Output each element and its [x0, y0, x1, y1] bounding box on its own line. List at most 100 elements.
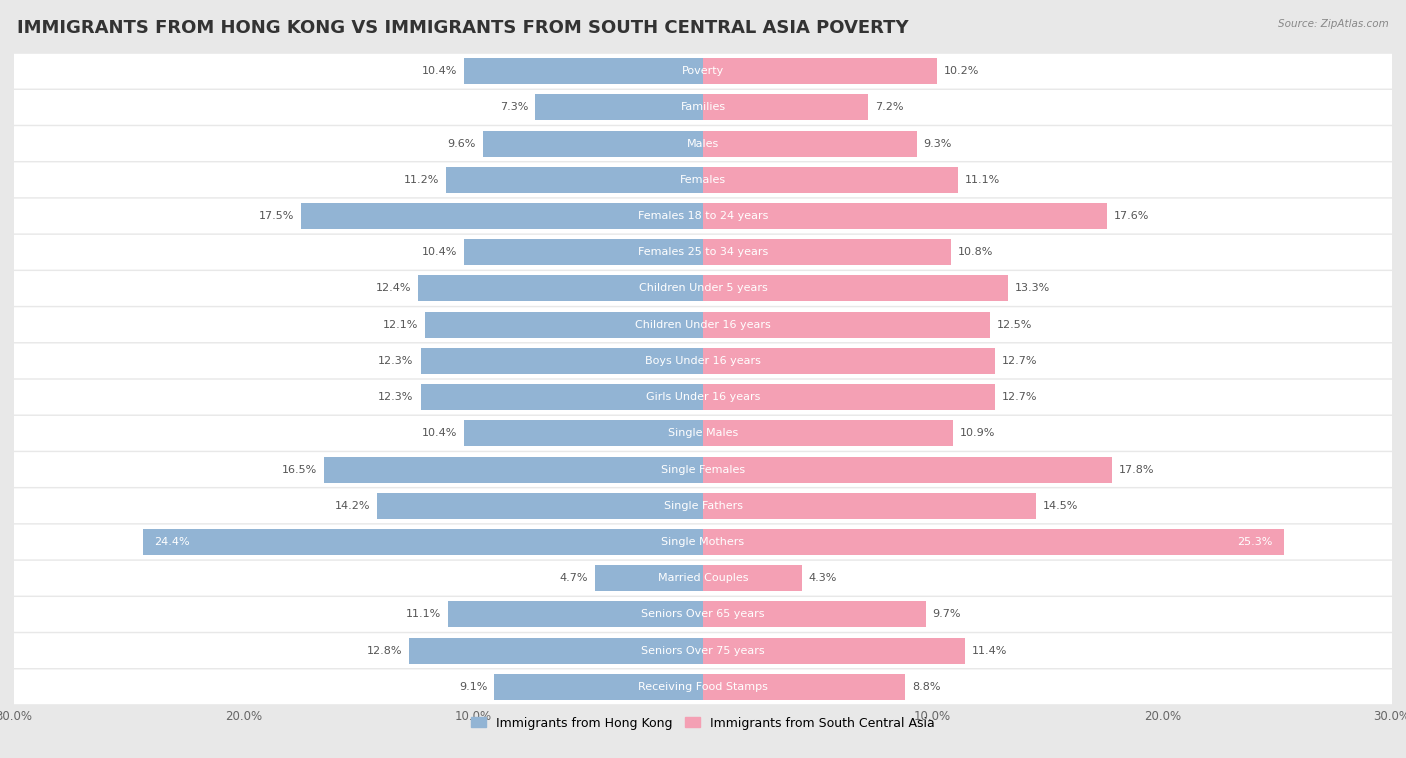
Bar — [377, 493, 703, 518]
Text: 12.1%: 12.1% — [382, 320, 418, 330]
Text: Females: Females — [681, 175, 725, 185]
Text: 11.4%: 11.4% — [972, 646, 1007, 656]
Text: 11.1%: 11.1% — [406, 609, 441, 619]
FancyBboxPatch shape — [14, 343, 1392, 378]
Text: Females 18 to 24 years: Females 18 to 24 years — [638, 211, 768, 221]
FancyBboxPatch shape — [14, 416, 1392, 451]
FancyBboxPatch shape — [14, 54, 1392, 89]
Text: 9.6%: 9.6% — [447, 139, 475, 149]
Text: 8.8%: 8.8% — [912, 682, 941, 692]
Text: Single Mothers: Single Mothers — [661, 537, 745, 547]
Legend: Immigrants from Hong Kong, Immigrants from South Central Asia: Immigrants from Hong Kong, Immigrants fr… — [467, 712, 939, 735]
Bar — [494, 674, 703, 700]
Bar — [703, 674, 905, 700]
Text: 10.9%: 10.9% — [960, 428, 995, 438]
Text: 10.4%: 10.4% — [422, 428, 457, 438]
Bar — [425, 312, 703, 338]
FancyBboxPatch shape — [14, 597, 1392, 631]
FancyBboxPatch shape — [14, 561, 1392, 596]
Text: Children Under 5 years: Children Under 5 years — [638, 283, 768, 293]
Bar — [301, 203, 703, 229]
Text: Receiving Food Stamps: Receiving Food Stamps — [638, 682, 768, 692]
Bar — [446, 167, 703, 193]
Text: 12.5%: 12.5% — [997, 320, 1032, 330]
Bar — [703, 601, 925, 628]
Text: Single Males: Single Males — [668, 428, 738, 438]
Text: 7.2%: 7.2% — [875, 102, 904, 112]
Text: 11.1%: 11.1% — [965, 175, 1000, 185]
Bar — [420, 384, 703, 410]
Text: 14.2%: 14.2% — [335, 501, 370, 511]
Bar — [703, 529, 1284, 555]
FancyBboxPatch shape — [14, 669, 1392, 704]
Bar — [464, 420, 703, 446]
Bar — [703, 565, 801, 591]
Text: Males: Males — [688, 139, 718, 149]
Text: 9.7%: 9.7% — [932, 609, 962, 619]
Bar — [595, 565, 703, 591]
Text: Seniors Over 75 years: Seniors Over 75 years — [641, 646, 765, 656]
Bar — [464, 240, 703, 265]
Bar — [703, 203, 1107, 229]
Text: Married Couples: Married Couples — [658, 573, 748, 583]
Text: Single Females: Single Females — [661, 465, 745, 475]
Text: 4.3%: 4.3% — [808, 573, 837, 583]
Text: 10.4%: 10.4% — [422, 247, 457, 257]
Text: 11.2%: 11.2% — [404, 175, 439, 185]
Bar — [703, 312, 990, 338]
Text: Children Under 16 years: Children Under 16 years — [636, 320, 770, 330]
Text: 9.1%: 9.1% — [458, 682, 486, 692]
Bar — [418, 275, 703, 302]
FancyBboxPatch shape — [14, 453, 1392, 487]
Bar — [482, 130, 703, 157]
Bar — [536, 94, 703, 121]
FancyBboxPatch shape — [14, 271, 1392, 305]
FancyBboxPatch shape — [14, 307, 1392, 342]
Text: 10.8%: 10.8% — [957, 247, 993, 257]
Bar — [142, 529, 703, 555]
Bar — [703, 384, 994, 410]
FancyBboxPatch shape — [14, 525, 1392, 559]
Text: 12.7%: 12.7% — [1001, 392, 1038, 402]
FancyBboxPatch shape — [14, 162, 1392, 197]
Bar — [409, 637, 703, 664]
Bar — [420, 348, 703, 374]
Bar — [703, 456, 1112, 483]
Text: 12.3%: 12.3% — [378, 356, 413, 366]
FancyBboxPatch shape — [14, 488, 1392, 523]
FancyBboxPatch shape — [14, 90, 1392, 125]
FancyBboxPatch shape — [14, 380, 1392, 415]
Bar — [703, 348, 994, 374]
Bar — [703, 167, 957, 193]
Text: 24.4%: 24.4% — [155, 537, 190, 547]
Text: 12.7%: 12.7% — [1001, 356, 1038, 366]
Text: IMMIGRANTS FROM HONG KONG VS IMMIGRANTS FROM SOUTH CENTRAL ASIA POVERTY: IMMIGRANTS FROM HONG KONG VS IMMIGRANTS … — [17, 19, 908, 37]
Bar — [703, 275, 1008, 302]
Text: Boys Under 16 years: Boys Under 16 years — [645, 356, 761, 366]
Text: 25.3%: 25.3% — [1237, 537, 1272, 547]
Text: Poverty: Poverty — [682, 66, 724, 76]
Bar — [449, 601, 703, 628]
Text: 9.3%: 9.3% — [924, 139, 952, 149]
Text: 14.5%: 14.5% — [1043, 501, 1078, 511]
Bar — [703, 637, 965, 664]
Bar — [703, 420, 953, 446]
Text: Females 25 to 34 years: Females 25 to 34 years — [638, 247, 768, 257]
Bar — [703, 94, 869, 121]
FancyBboxPatch shape — [14, 633, 1392, 668]
Text: Families: Families — [681, 102, 725, 112]
Bar — [703, 58, 938, 84]
Bar — [703, 493, 1036, 518]
Text: 7.3%: 7.3% — [501, 102, 529, 112]
Text: 13.3%: 13.3% — [1015, 283, 1050, 293]
Text: 17.8%: 17.8% — [1119, 465, 1154, 475]
Text: 17.5%: 17.5% — [259, 211, 294, 221]
Text: Single Fathers: Single Fathers — [664, 501, 742, 511]
FancyBboxPatch shape — [14, 235, 1392, 270]
Text: Source: ZipAtlas.com: Source: ZipAtlas.com — [1278, 19, 1389, 29]
Text: Girls Under 16 years: Girls Under 16 years — [645, 392, 761, 402]
Bar — [703, 240, 950, 265]
Text: 12.4%: 12.4% — [375, 283, 412, 293]
Text: 12.8%: 12.8% — [367, 646, 402, 656]
Text: 10.4%: 10.4% — [422, 66, 457, 76]
